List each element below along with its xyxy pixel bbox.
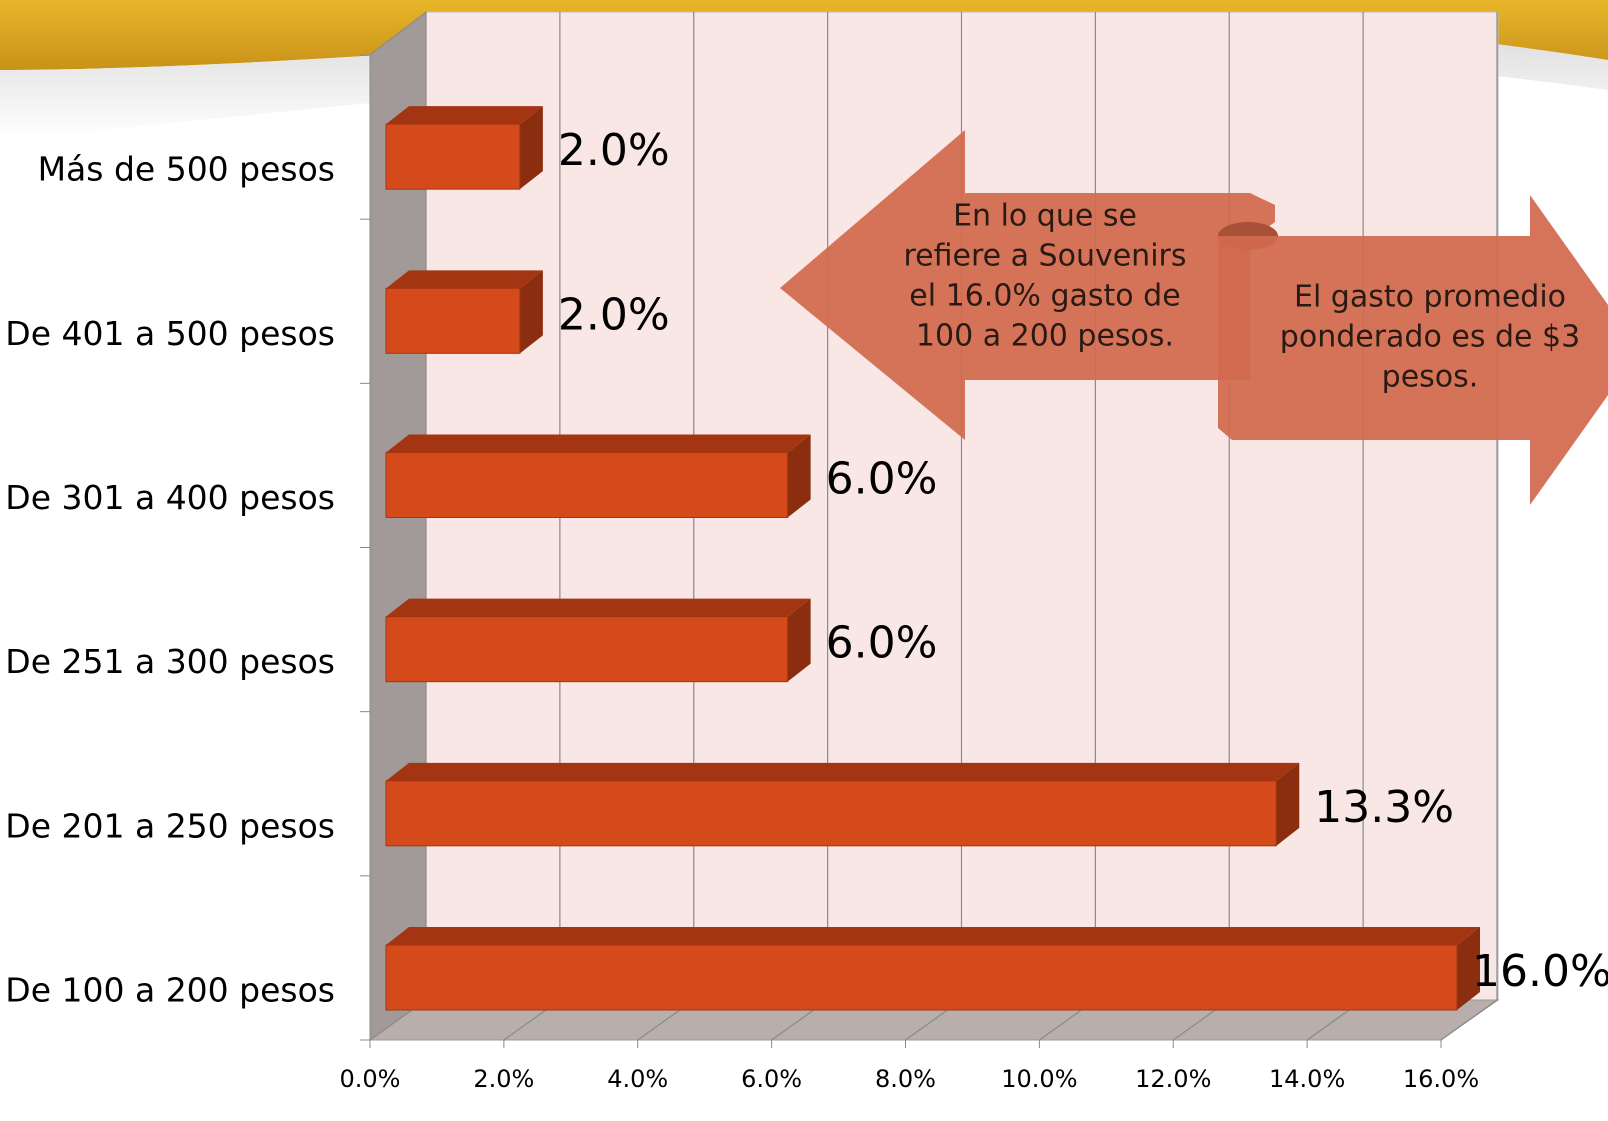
bar-top [386, 599, 811, 617]
category-label: De 100 a 200 pesos [5, 971, 335, 1010]
bar-top [386, 106, 543, 124]
bar-top [386, 435, 811, 453]
bar [386, 124, 520, 189]
category-label: Más de 500 pesos [38, 150, 335, 189]
annotation-text: El gasto promedio [1294, 280, 1566, 315]
x-tick-label: 8.0% [875, 1065, 936, 1093]
bar-top [386, 763, 1299, 781]
category-label: De 251 a 300 pesos [5, 642, 335, 681]
x-tick-label: 6.0% [741, 1065, 802, 1093]
bar [386, 288, 520, 353]
x-tick-label: 10.0% [1001, 1065, 1077, 1093]
value-label: 2.0% [558, 125, 670, 176]
bar-top [386, 270, 543, 288]
value-label: 13.3% [1314, 782, 1454, 833]
bar-top [386, 927, 1480, 945]
bar [386, 781, 1276, 846]
category-label: De 401 a 500 pesos [5, 314, 335, 353]
bar [386, 453, 788, 518]
chart: 0.0% 2.0% 4.0% 6.0% 8.0% 10.0% 12.0% 14.0% 16.0%… [0, 0, 1608, 1121]
value-label: 6.0% [826, 454, 938, 505]
value-label: 2.0% [558, 289, 670, 340]
x-tick-label: 12.0% [1135, 1065, 1211, 1093]
x-tick-label: 0.0% [340, 1065, 401, 1093]
annotation-text: el 16.0% gasto de [909, 279, 1180, 314]
annotation-text: 100 a 200 pesos. [916, 319, 1174, 354]
annotation-text: En lo que se [953, 199, 1137, 234]
annotation-text: ponderado es de $3 [1280, 320, 1580, 355]
bar [386, 945, 1457, 1010]
category-label: De 301 a 400 pesos [5, 478, 335, 517]
value-label: 16.0% [1472, 946, 1608, 997]
x-tick-label: 4.0% [607, 1065, 668, 1093]
annotation-text: refiere a Souvenirs [903, 239, 1186, 274]
annotation-text: pesos. [1382, 360, 1479, 395]
x-tick-label: 16.0% [1403, 1065, 1479, 1093]
category-label: De 201 a 250 pesos [5, 806, 335, 845]
x-tick-label: 2.0% [473, 1065, 534, 1093]
value-label: 6.0% [826, 618, 938, 669]
bar [386, 617, 788, 682]
x-tick-label: 14.0% [1269, 1065, 1345, 1093]
